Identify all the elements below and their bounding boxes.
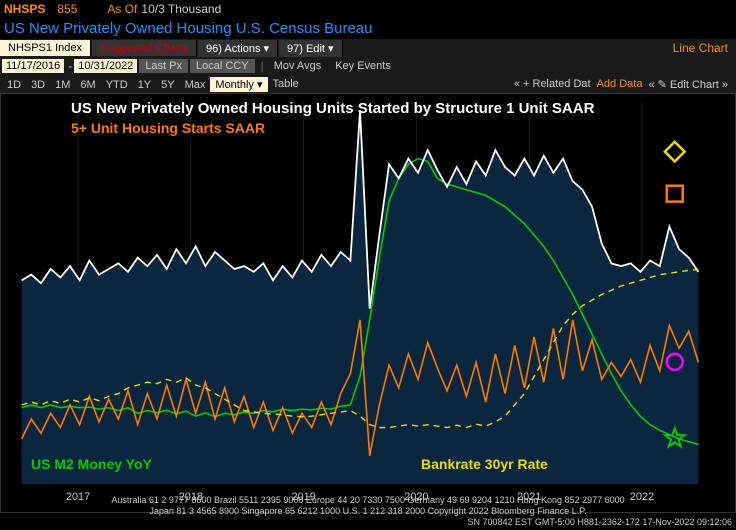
suggested-charts-button[interactable]: Suggested Charts: [92, 40, 197, 56]
date-to-input[interactable]: 10/31/2022: [74, 59, 137, 73]
toolbar-dates: 11/17/2016 - 10/31/2022 Last Px Local CC…: [0, 57, 736, 75]
index-selector[interactable]: NHSPS1 Index: [0, 40, 91, 56]
timeframe-max[interactable]: Max: [180, 78, 211, 92]
ticker-symbol: NHSPS: [4, 2, 45, 16]
timeframe-1y[interactable]: 1Y: [133, 78, 156, 92]
lastpx-button[interactable]: Last Px: [139, 59, 188, 73]
date-from-input[interactable]: 11/17/2016: [2, 59, 64, 73]
series-title-white: US New Privately Owned Housing Units Sta…: [71, 100, 594, 117]
ticker-value: 855: [57, 2, 77, 16]
edit-chart-button[interactable]: « ✎ Edit Chart »: [642, 78, 734, 91]
timeframe-3d[interactable]: 3D: [26, 78, 50, 92]
edit-menu[interactable]: 97) Edit ▾: [279, 40, 343, 57]
actions-menu[interactable]: 96) Actions ▾: [198, 40, 278, 57]
chart-type-label: Line Chart: [665, 41, 736, 55]
timeframe-1m[interactable]: 1M: [50, 78, 75, 92]
table-button[interactable]: Table: [268, 77, 304, 91]
timeframe-ytd[interactable]: YTD: [101, 78, 133, 92]
footer: Australia 61 2 9777 8600 Brazil 5511 239…: [0, 493, 736, 530]
header-row: NHSPS 855 As Of 10/3 Thousand: [0, 0, 736, 18]
chart-svg: 201720182019202020212022: [1, 94, 735, 512]
timeframe-5y[interactable]: 5Y: [156, 78, 179, 92]
timeframe-6m[interactable]: 6M: [75, 78, 100, 92]
footer-line2: Japan 81 3 4565 8900 Singapore 65 6212 1…: [4, 506, 732, 517]
keyevents-toggle[interactable]: Key Events: [329, 59, 397, 73]
related-data-button[interactable]: « + Related Dat: [508, 78, 597, 90]
toolbar-timeframe: 1D3D1M6MYTD1Y5YMax Monthly ▾ Table « + R…: [0, 75, 736, 93]
toolbar-primary: NHSPS1 Index Suggested Charts 96) Action…: [0, 39, 736, 57]
localccy-button[interactable]: Local CCY: [190, 59, 255, 73]
footer-line3: SN 700842 EST GMT-5:00 H881-2362-172 17-…: [4, 517, 732, 528]
series-label-orange: 5+ Unit Housing Starts SAAR: [71, 120, 265, 136]
add-data-button[interactable]: Add Data: [597, 78, 643, 90]
footer-line1: Australia 61 2 9777 8600 Brazil 5511 239…: [4, 495, 732, 506]
movavgs-toggle[interactable]: Mov Avgs: [268, 59, 328, 73]
asof-value: 10/3 Thousand: [141, 2, 221, 16]
series-label-yellow: Bankrate 30yr Rate: [421, 456, 548, 472]
series-label-green: US M2 Money YoY: [31, 456, 152, 472]
interval-selector[interactable]: Monthly ▾: [210, 77, 267, 92]
asof-label: As Of: [107, 2, 137, 16]
chart-area[interactable]: 201720182019202020212022 US New Privatel…: [0, 93, 736, 513]
timeframe-1d[interactable]: 1D: [2, 78, 26, 92]
chart-title: US New Privately Owned Housing U.S. Cens…: [0, 18, 736, 39]
bloomberg-terminal: NHSPS 855 As Of 10/3 Thousand US New Pri…: [0, 0, 736, 530]
